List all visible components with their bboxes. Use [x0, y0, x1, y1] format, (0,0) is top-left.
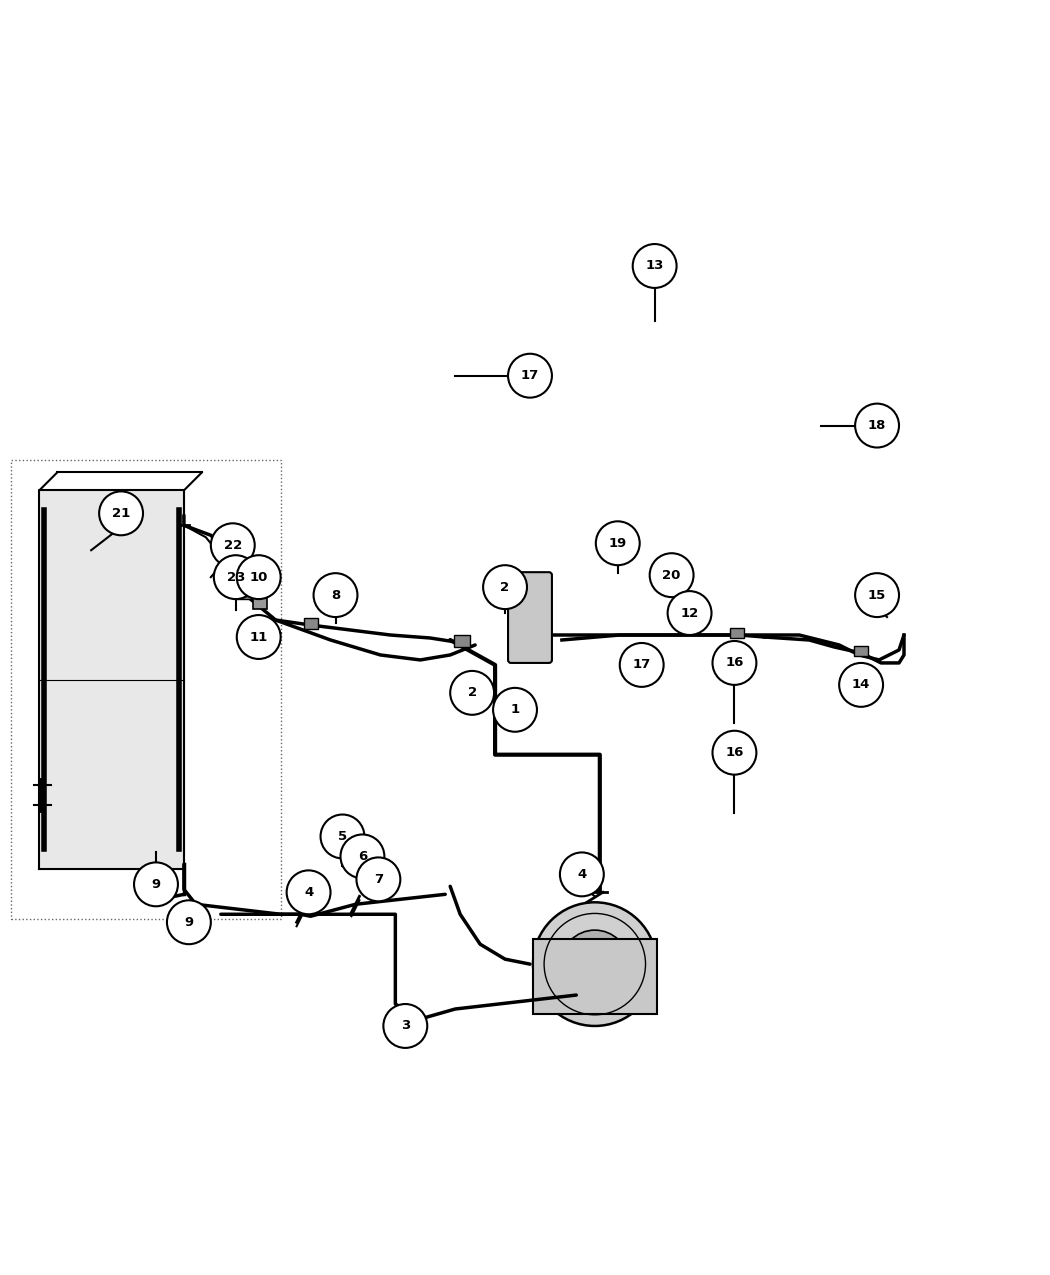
- Circle shape: [855, 574, 899, 617]
- Circle shape: [483, 565, 527, 609]
- Text: 2: 2: [501, 580, 509, 594]
- Text: 22: 22: [224, 539, 242, 552]
- Bar: [455, 635, 470, 646]
- Text: 8: 8: [331, 589, 340, 602]
- Circle shape: [287, 871, 331, 914]
- Text: 9: 9: [185, 915, 193, 928]
- Circle shape: [356, 857, 400, 901]
- Circle shape: [620, 643, 664, 687]
- Text: 21: 21: [112, 507, 130, 520]
- Circle shape: [320, 815, 364, 858]
- Text: 17: 17: [632, 658, 651, 672]
- Circle shape: [340, 834, 384, 878]
- Circle shape: [855, 404, 899, 448]
- Text: 15: 15: [868, 589, 886, 602]
- Text: 6: 6: [358, 850, 367, 863]
- Circle shape: [134, 862, 177, 907]
- Text: 16: 16: [726, 746, 743, 759]
- Circle shape: [236, 555, 280, 599]
- Text: 20: 20: [663, 569, 680, 581]
- Circle shape: [533, 903, 656, 1026]
- Text: 16: 16: [726, 657, 743, 669]
- Circle shape: [211, 523, 255, 567]
- Text: 10: 10: [250, 571, 268, 584]
- Circle shape: [494, 688, 537, 732]
- Circle shape: [650, 553, 694, 597]
- Circle shape: [713, 731, 756, 775]
- Circle shape: [668, 592, 712, 635]
- Text: 19: 19: [609, 537, 627, 550]
- Circle shape: [314, 574, 357, 617]
- Text: 14: 14: [852, 678, 870, 691]
- Text: 9: 9: [151, 878, 161, 891]
- Circle shape: [561, 931, 629, 998]
- Bar: [253, 595, 267, 609]
- Text: 23: 23: [227, 571, 245, 584]
- Circle shape: [633, 244, 676, 288]
- Circle shape: [167, 900, 211, 945]
- Text: 13: 13: [646, 260, 664, 273]
- Circle shape: [508, 353, 552, 398]
- Bar: [854, 646, 868, 657]
- Circle shape: [560, 853, 604, 896]
- Circle shape: [99, 491, 143, 536]
- Circle shape: [236, 615, 280, 659]
- Text: 17: 17: [521, 370, 539, 382]
- Text: 12: 12: [680, 607, 698, 620]
- FancyBboxPatch shape: [508, 572, 552, 663]
- Text: 7: 7: [374, 873, 383, 886]
- Text: 2: 2: [467, 686, 477, 700]
- Text: 11: 11: [250, 631, 268, 644]
- Text: 4: 4: [303, 886, 313, 899]
- Polygon shape: [39, 491, 184, 870]
- Bar: [236, 586, 253, 599]
- Text: 4: 4: [578, 868, 587, 881]
- Text: 18: 18: [868, 419, 886, 432]
- Circle shape: [713, 641, 756, 685]
- Circle shape: [214, 555, 257, 599]
- Bar: [303, 618, 317, 629]
- Circle shape: [383, 1003, 427, 1048]
- Text: 3: 3: [401, 1020, 410, 1033]
- Bar: [731, 629, 744, 639]
- Text: 1: 1: [510, 704, 520, 717]
- Circle shape: [450, 671, 495, 715]
- Circle shape: [839, 663, 883, 706]
- Text: 5: 5: [338, 830, 348, 843]
- FancyBboxPatch shape: [533, 940, 656, 1014]
- Circle shape: [595, 521, 639, 565]
